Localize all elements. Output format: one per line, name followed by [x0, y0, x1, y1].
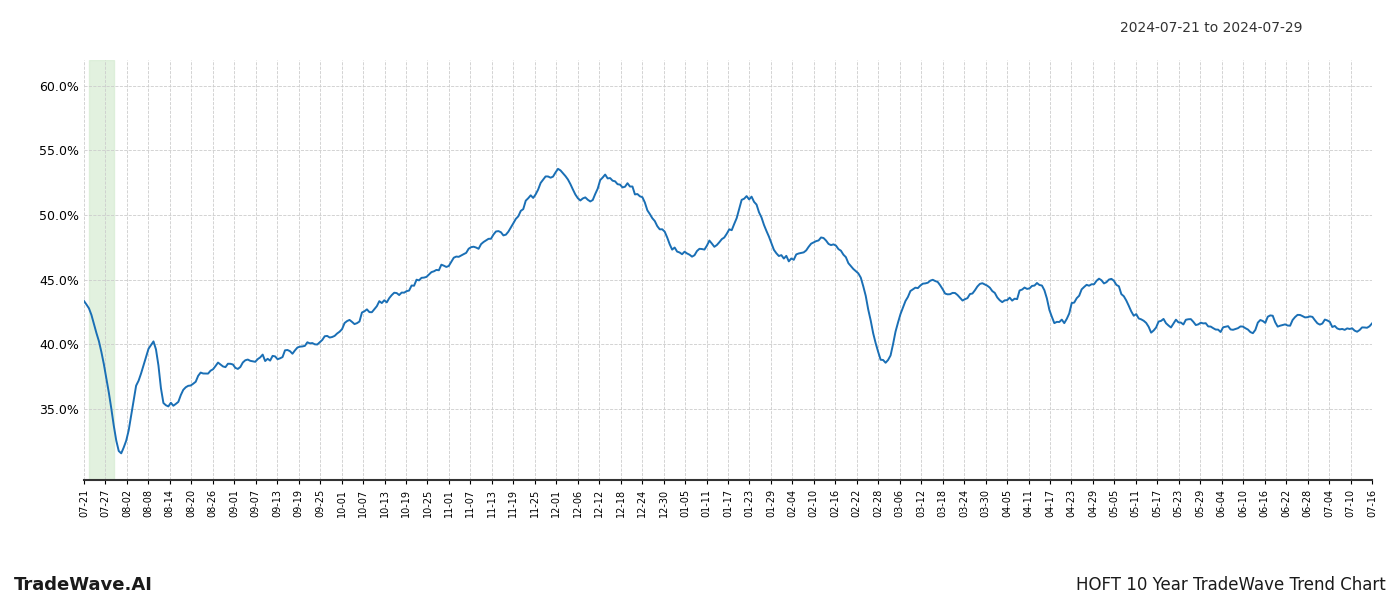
Text: HOFT 10 Year TradeWave Trend Chart: HOFT 10 Year TradeWave Trend Chart	[1077, 576, 1386, 594]
Text: TradeWave.AI: TradeWave.AI	[14, 576, 153, 594]
Bar	[90, 60, 113, 480]
Text: 2024-07-21 to 2024-07-29: 2024-07-21 to 2024-07-29	[1120, 21, 1302, 35]
